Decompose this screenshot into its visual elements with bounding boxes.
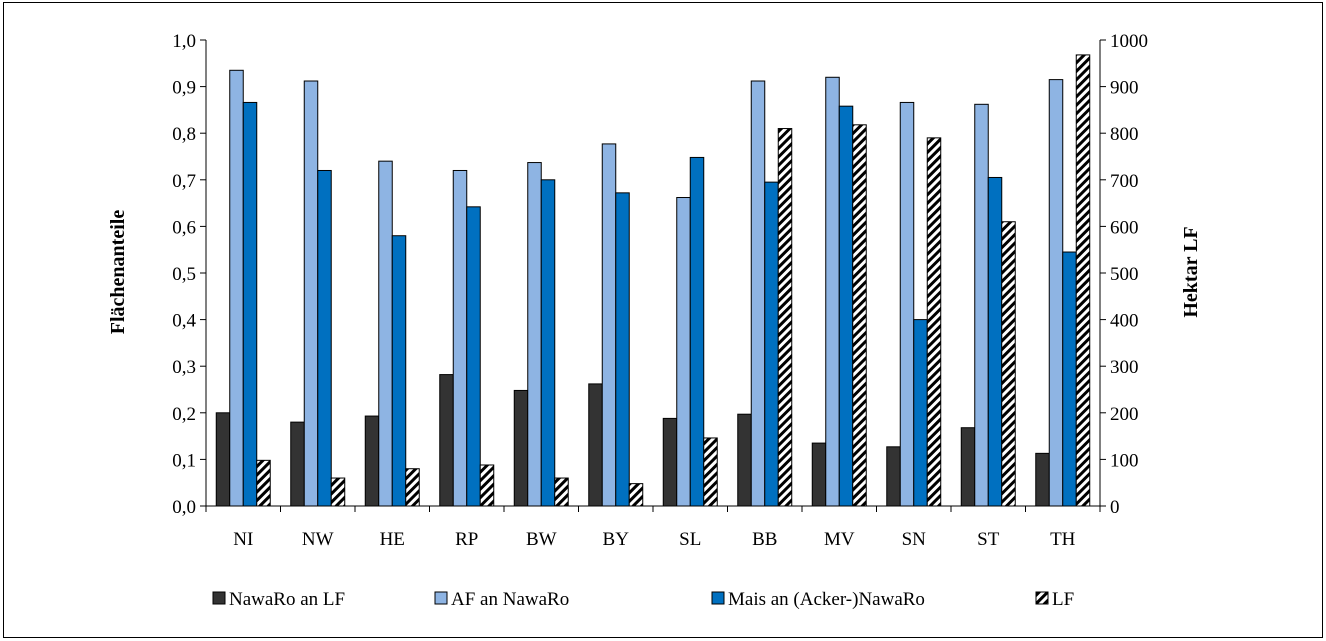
bar-af-an-nawaro-th: [1048, 79, 1064, 507]
x-tick-label: NW: [302, 529, 334, 550]
bar-af-an-nawaro-sl: [676, 197, 691, 507]
x-tick-label: SL: [679, 529, 701, 550]
axes: 0,0 0,1 0,2 0,3 0,4 0,5 0,6 0,7 0,8 0,9 1,0 0 100 200…: [172, 31, 1148, 550]
y2-tick-label: 700: [1110, 171, 1139, 192]
x-tick-label: BY: [603, 529, 630, 550]
bar-lf-he: [405, 468, 420, 507]
y-tick-label: 0,8: [172, 124, 196, 145]
y-tick-label: 0,7: [172, 171, 196, 192]
bar-af-an-nawaro-nw: [303, 80, 319, 507]
y2-tick-label: 600: [1110, 217, 1139, 238]
x-tick-label: ST: [977, 529, 1000, 550]
bar-af-an-nawaro-he: [378, 160, 393, 507]
bar-af-an-nawaro-ni: [229, 69, 244, 507]
y2-tick-label: 500: [1110, 264, 1139, 285]
bar-mais-an-acker-nawaro-sn: [913, 319, 928, 507]
legend-label: NawaRo an LF: [229, 589, 345, 610]
bar-lf-sn: [926, 137, 942, 507]
x-tick-label: RP: [455, 529, 478, 550]
bar-mais-an-acker-nawaro-rp: [466, 206, 481, 507]
bar-nawaro-an-lf-sl: [662, 417, 678, 507]
bar-mais-an-acker-nawaro-mv: [838, 105, 854, 507]
bar-nawaro-an-lf-th: [1035, 452, 1050, 507]
x-tick-label: SN: [902, 529, 927, 550]
bar-af-an-nawaro-mv: [825, 76, 840, 507]
bar-mais-an-acker-nawaro-he: [391, 235, 407, 507]
y-tick-label: 0,2: [172, 404, 196, 425]
bar-mais-an-acker-nawaro-th: [1062, 251, 1077, 507]
y-axis-title: Flächenanteile: [107, 210, 129, 335]
bar-af-an-nawaro-bb: [750, 80, 766, 507]
y-tick-label: 1,0: [172, 31, 196, 52]
bar-nawaro-an-lf-bw: [513, 389, 529, 507]
bar-nawaro-an-lf-rp: [439, 374, 454, 507]
y2-axis-title: Hektar LF: [1180, 226, 1202, 317]
bar-lf-st: [1001, 221, 1016, 507]
bar-lf-sl: [703, 437, 718, 507]
bar-mais-an-acker-nawaro-bw: [540, 179, 556, 507]
y2-tick-label: 1000: [1110, 31, 1148, 52]
bar-nawaro-an-lf-sn: [886, 446, 901, 507]
bar-mais-an-acker-nawaro-ni: [242, 101, 258, 507]
y-tick-label: 0,1: [172, 450, 196, 471]
y2-tick-label: 100: [1110, 450, 1139, 471]
bar-lf-by: [628, 483, 644, 507]
bar-af-an-nawaro-by: [601, 143, 617, 507]
x-tick-label: MV: [824, 529, 855, 550]
y-tick-label: 0,5: [172, 264, 196, 285]
bar-mais-an-acker-nawaro-by: [615, 192, 630, 507]
y2-tick-label: 900: [1110, 78, 1139, 99]
x-tick-label: HE: [380, 529, 405, 550]
bar-nawaro-an-lf-by: [588, 383, 603, 507]
y-tick-label: 0,9: [172, 78, 196, 99]
bar-mais-an-acker-nawaro-nw: [317, 169, 332, 507]
bar-mais-an-acker-nawaro-st: [987, 176, 1003, 507]
y-tick-label: 0,4: [172, 311, 196, 332]
y2-tick-label: 400: [1110, 311, 1139, 332]
legend-swatch: [1035, 591, 1049, 605]
bar-lf-bb: [777, 128, 793, 507]
bar-lf-rp: [479, 464, 495, 507]
bar-lf-th: [1075, 54, 1091, 507]
bar-lf-ni: [256, 459, 271, 507]
legend-label: AF an NawaRo: [451, 589, 569, 610]
legend-label: Mais an (Acker-)NawaRo: [728, 589, 925, 610]
bar-mais-an-acker-nawaro-bb: [764, 181, 779, 507]
y2-tick-label: 300: [1110, 357, 1139, 378]
bar-nawaro-an-lf-bb: [737, 413, 752, 507]
bar-mais-an-acker-nawaro-sl: [689, 156, 705, 507]
x-tick-label: BW: [526, 529, 557, 550]
x-tick-label: BB: [752, 529, 777, 550]
legend-swatch: [711, 591, 725, 605]
bar-nawaro-an-lf-st: [960, 427, 976, 507]
y-tick-label: 0,0: [172, 497, 196, 518]
bar-nawaro-an-lf-mv: [811, 442, 827, 507]
y2-tick-label: 0: [1110, 497, 1120, 518]
bar-af-an-nawaro-st: [974, 103, 989, 507]
y-tick-label: 0,6: [172, 217, 196, 238]
bar-af-an-nawaro-rp: [452, 169, 468, 507]
x-tick-label: TH: [1050, 529, 1076, 550]
x-tick-label: NI: [233, 529, 253, 550]
bar-lf-bw: [554, 477, 569, 507]
bars: [215, 54, 1091, 507]
y2-tick-label: 200: [1110, 404, 1139, 425]
bar-af-an-nawaro-bw: [527, 162, 542, 507]
legend-swatch: [212, 591, 226, 605]
bar-af-an-nawaro-sn: [899, 101, 915, 507]
y2-tick-label: 800: [1110, 124, 1139, 145]
legend: NawaRo an LF AF an NawaRo Mais an (Acker-)…: [212, 589, 1074, 610]
bar-nawaro-an-lf-ni: [215, 412, 231, 507]
y-tick-label: 0,3: [172, 357, 196, 378]
legend-label: LF: [1052, 589, 1074, 610]
bar-lf-mv: [852, 124, 867, 507]
legend-swatch: [434, 591, 448, 605]
bar-nawaro-an-lf-he: [364, 415, 380, 507]
bar-nawaro-an-lf-nw: [290, 421, 305, 507]
bar-lf-nw: [330, 477, 346, 507]
